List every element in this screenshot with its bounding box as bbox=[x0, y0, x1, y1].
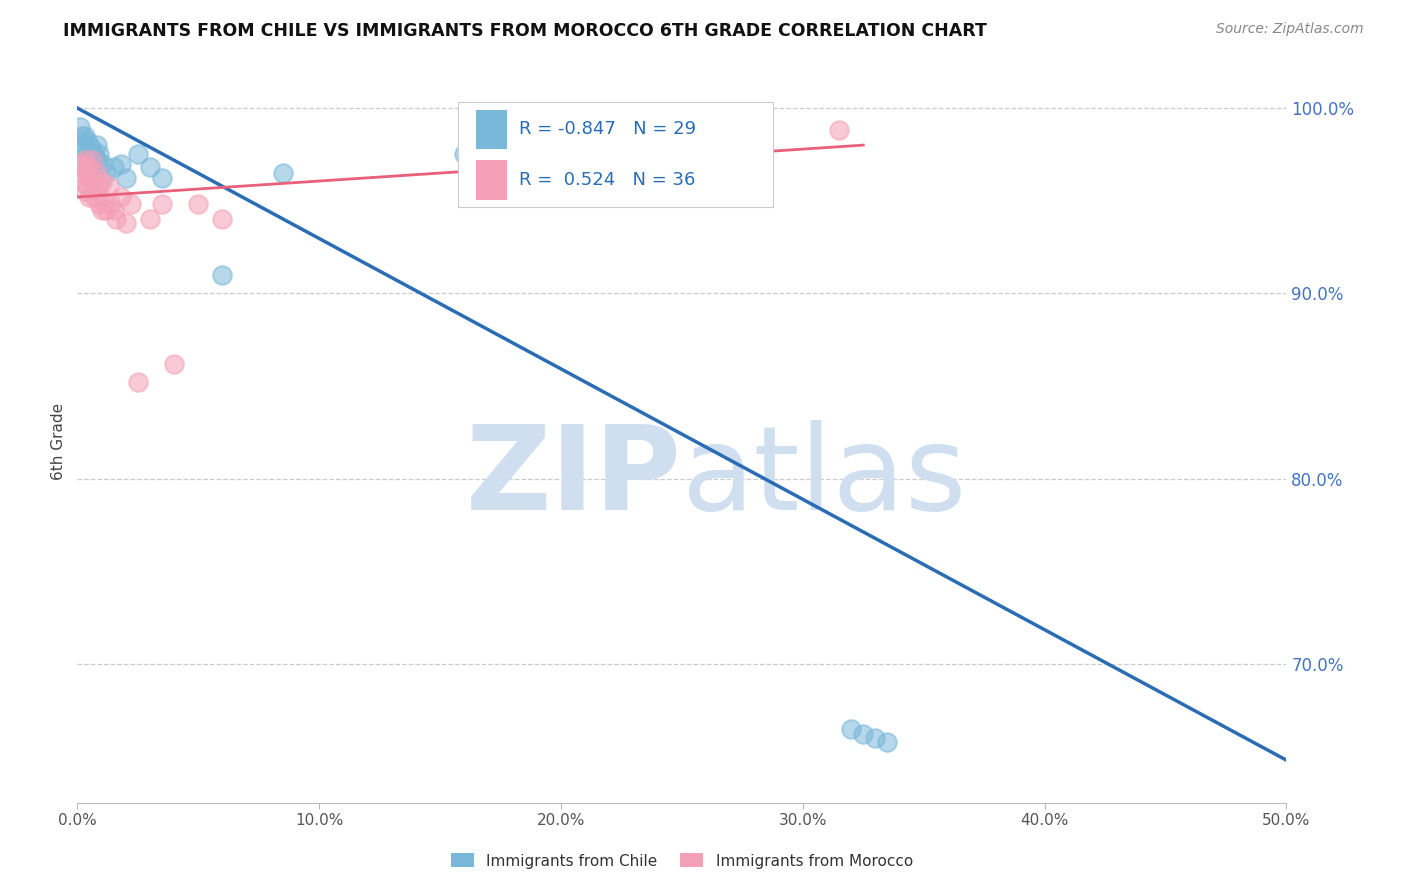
Point bbox=[70, 161, 93, 175]
Point bbox=[127, 376, 149, 390]
Text: R =  0.524   N = 36: R = 0.524 N = 36 bbox=[519, 171, 695, 189]
Point bbox=[73, 185, 96, 199]
Point bbox=[86, 178, 108, 193]
Legend: Immigrants from Chile, Immigrants from Morocco: Immigrants from Chile, Immigrants from M… bbox=[444, 847, 920, 875]
Point bbox=[93, 194, 115, 208]
Point bbox=[100, 197, 122, 211]
FancyBboxPatch shape bbox=[458, 102, 773, 207]
Text: Source: ZipAtlas.com: Source: ZipAtlas.com bbox=[1216, 22, 1364, 37]
Point bbox=[114, 171, 136, 186]
Point bbox=[76, 166, 98, 180]
Point bbox=[839, 722, 862, 736]
Point bbox=[79, 161, 101, 175]
Point bbox=[70, 128, 93, 143]
Point bbox=[110, 190, 132, 204]
Point bbox=[96, 202, 118, 217]
Point bbox=[80, 142, 103, 156]
Point bbox=[70, 138, 93, 153]
Text: ZIP: ZIP bbox=[465, 420, 682, 535]
Point bbox=[139, 161, 162, 175]
Point bbox=[453, 147, 475, 161]
Point bbox=[76, 178, 98, 193]
Text: atlas: atlas bbox=[682, 420, 967, 535]
Bar bbox=[477, 110, 506, 149]
Point bbox=[69, 166, 91, 180]
Point bbox=[87, 197, 110, 211]
Point bbox=[80, 175, 103, 189]
Point bbox=[163, 357, 186, 371]
Point bbox=[105, 212, 128, 227]
Point bbox=[103, 202, 125, 217]
Point bbox=[271, 166, 294, 180]
Point bbox=[828, 123, 851, 137]
Point bbox=[150, 171, 173, 186]
Point bbox=[86, 166, 108, 180]
Point bbox=[80, 153, 103, 167]
Point bbox=[69, 120, 91, 134]
Point bbox=[79, 138, 101, 153]
Point bbox=[76, 135, 98, 149]
Point bbox=[69, 156, 91, 170]
Point bbox=[87, 147, 110, 161]
Y-axis label: 6th Grade: 6th Grade bbox=[51, 403, 66, 480]
Point bbox=[87, 178, 110, 193]
Point bbox=[97, 178, 120, 193]
Point bbox=[86, 138, 108, 153]
Point bbox=[73, 153, 96, 167]
Point bbox=[103, 161, 125, 175]
Point bbox=[150, 197, 173, 211]
Point bbox=[70, 175, 93, 189]
Point bbox=[876, 734, 898, 748]
Point bbox=[139, 212, 162, 227]
Point bbox=[211, 268, 233, 282]
Point bbox=[96, 166, 118, 180]
Point bbox=[83, 171, 105, 186]
Point bbox=[211, 212, 233, 227]
Point bbox=[865, 731, 887, 745]
Point bbox=[90, 175, 112, 189]
Point bbox=[120, 197, 142, 211]
Point bbox=[73, 128, 96, 143]
Point bbox=[73, 142, 96, 156]
Point bbox=[114, 216, 136, 230]
Point bbox=[83, 190, 105, 204]
Point bbox=[86, 153, 108, 167]
Point bbox=[187, 197, 209, 211]
Text: IMMIGRANTS FROM CHILE VS IMMIGRANTS FROM MOROCCO 6TH GRADE CORRELATION CHART: IMMIGRANTS FROM CHILE VS IMMIGRANTS FROM… bbox=[63, 22, 987, 40]
Point bbox=[110, 156, 132, 170]
Text: R = -0.847   N = 29: R = -0.847 N = 29 bbox=[519, 120, 696, 138]
Point bbox=[852, 727, 875, 741]
Point bbox=[90, 202, 112, 217]
Point bbox=[127, 147, 149, 161]
Point bbox=[90, 156, 112, 170]
Bar bbox=[477, 161, 506, 200]
Point bbox=[76, 147, 98, 161]
Point bbox=[83, 147, 105, 161]
Point bbox=[79, 153, 101, 167]
Point bbox=[79, 190, 101, 204]
